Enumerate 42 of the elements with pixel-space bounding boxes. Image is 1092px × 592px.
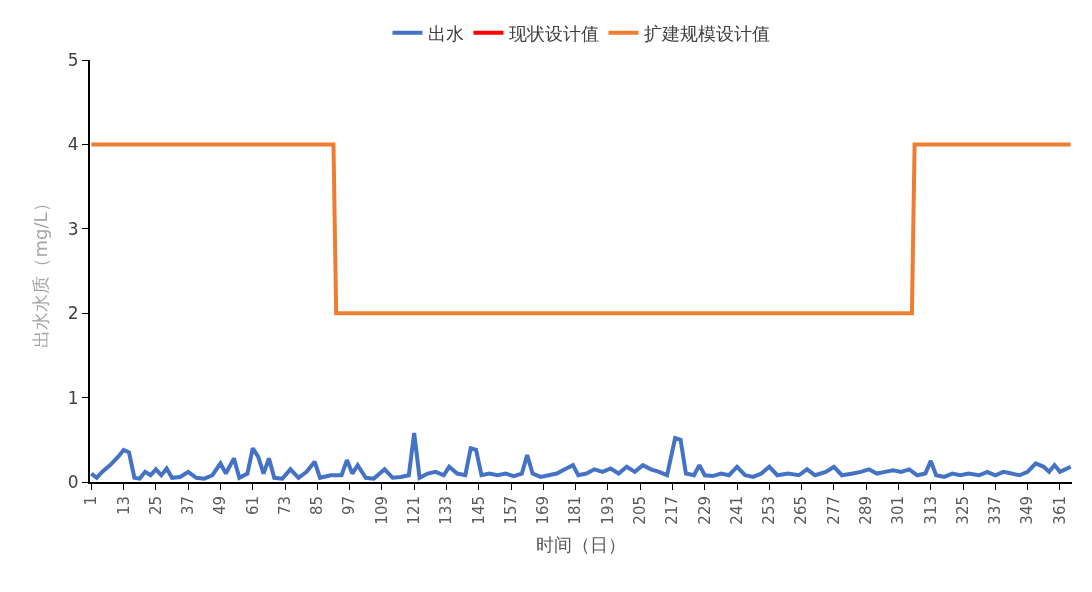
legend-label: 现状设计值 bbox=[508, 22, 599, 44]
x-tick-label: 109 bbox=[372, 496, 391, 525]
x-tick-label: 61 bbox=[243, 496, 262, 516]
x-tick-label: 205 bbox=[631, 496, 650, 525]
x-tick-label: 265 bbox=[792, 496, 811, 525]
x-tick-label: 301 bbox=[889, 496, 908, 525]
y-tick-label: 3 bbox=[67, 218, 79, 239]
x-tick-label: 25 bbox=[146, 496, 165, 516]
x-tick-label: 361 bbox=[1050, 496, 1069, 525]
x-tick-label: 325 bbox=[953, 496, 972, 525]
x-tick-label: 217 bbox=[663, 496, 682, 525]
x-tick-label: 229 bbox=[695, 496, 714, 525]
x-tick-label: 49 bbox=[211, 496, 230, 516]
x-tick-label: 181 bbox=[566, 496, 585, 525]
x-tick-label: 349 bbox=[1018, 496, 1037, 525]
x-tick-label: 133 bbox=[437, 496, 456, 525]
y-tick-label: 5 bbox=[67, 49, 79, 70]
x-tick-label: 1 bbox=[82, 496, 101, 506]
x-tick-label: 121 bbox=[405, 496, 424, 525]
x-axis-title: 时间（日） bbox=[536, 534, 626, 556]
x-tick-label: 169 bbox=[534, 496, 553, 525]
legend-label: 扩建规模设计值 bbox=[643, 22, 770, 44]
x-tick-label: 145 bbox=[469, 496, 488, 525]
x-tick-label: 73 bbox=[275, 496, 294, 516]
x-tick-label: 37 bbox=[179, 496, 198, 516]
x-tick-label: 85 bbox=[308, 496, 327, 516]
x-tick-label: 241 bbox=[727, 496, 746, 525]
y-tick-label: 1 bbox=[67, 387, 79, 408]
x-tick-label: 277 bbox=[824, 496, 843, 525]
legend-label: 出水 bbox=[427, 22, 464, 44]
x-tick-label: 313 bbox=[921, 496, 940, 525]
x-tick-label: 193 bbox=[598, 496, 617, 525]
x-tick-label: 13 bbox=[114, 496, 133, 516]
x-tick-label: 97 bbox=[340, 496, 359, 516]
y-tick-label: 2 bbox=[67, 303, 79, 324]
y-tick-label: 4 bbox=[67, 134, 79, 155]
y-axis-title: 出水水质（mg/L） bbox=[30, 194, 52, 348]
y-tick-label: 0 bbox=[67, 471, 79, 492]
x-tick-label: 157 bbox=[501, 496, 520, 525]
x-tick-label: 337 bbox=[986, 496, 1005, 525]
x-tick-label: 289 bbox=[857, 496, 876, 525]
x-tick-label: 253 bbox=[760, 496, 779, 525]
